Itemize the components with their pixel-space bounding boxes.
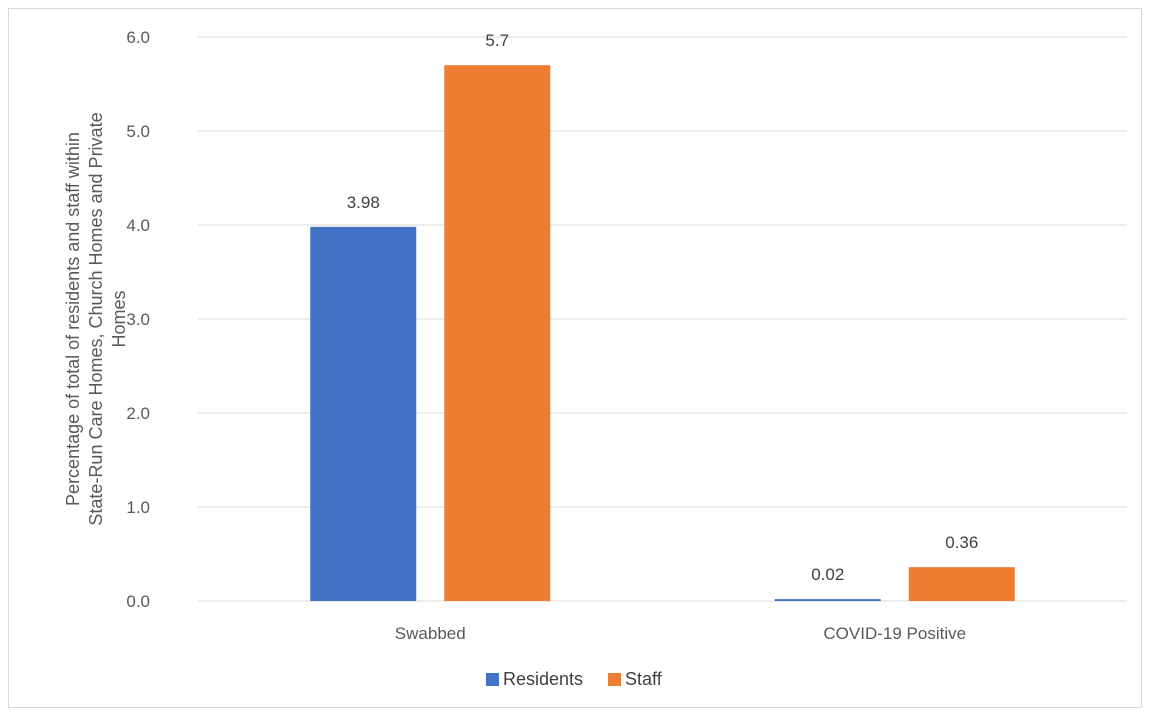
y-axis-title: Percentage of total of residents and sta… <box>63 112 129 525</box>
legend-swatch-staff <box>608 673 621 686</box>
bar-staff-covid-positive <box>908 567 1015 601</box>
legend: Residents Staff <box>486 669 663 689</box>
legend-label-staff: Staff <box>625 669 663 689</box>
bar-residents-covid-positive <box>774 599 881 601</box>
y-tick-label: 1.0 <box>126 498 150 517</box>
y-tick-label: 6.0 <box>126 28 150 47</box>
y-tick-label: 4.0 <box>126 216 150 235</box>
legend-swatch-residents <box>486 673 499 686</box>
data-label: 0.36 <box>945 533 978 552</box>
x-category-label: COVID-19 Positive <box>823 624 966 643</box>
legend-label-residents: Residents <box>503 669 583 689</box>
bars <box>310 65 1015 601</box>
y-axis-title-line: Percentage of total of residents and sta… <box>63 132 83 506</box>
y-tick-label: 3.0 <box>126 310 150 329</box>
x-category-label: Swabbed <box>395 624 466 643</box>
data-label: 3.98 <box>347 193 380 212</box>
data-labels: 3.98 5.7 0.02 0.36 <box>347 31 979 584</box>
y-axis-ticks: 0.0 1.0 2.0 3.0 4.0 5.0 6.0 <box>126 28 150 611</box>
data-label: 0.02 <box>811 565 844 584</box>
y-tick-label: 0.0 <box>126 592 150 611</box>
x-axis-categories: Swabbed COVID-19 Positive <box>395 624 966 643</box>
bar-residents-swabbed <box>310 226 417 601</box>
y-axis-title-line: Homes <box>109 290 129 347</box>
y-tick-label: 5.0 <box>126 122 150 141</box>
bar-staff-swabbed <box>444 65 551 601</box>
data-label: 5.7 <box>485 31 509 50</box>
y-tick-label: 2.0 <box>126 404 150 423</box>
y-axis-title-line: State-Run Care Homes, Church Homes and P… <box>86 112 106 525</box>
